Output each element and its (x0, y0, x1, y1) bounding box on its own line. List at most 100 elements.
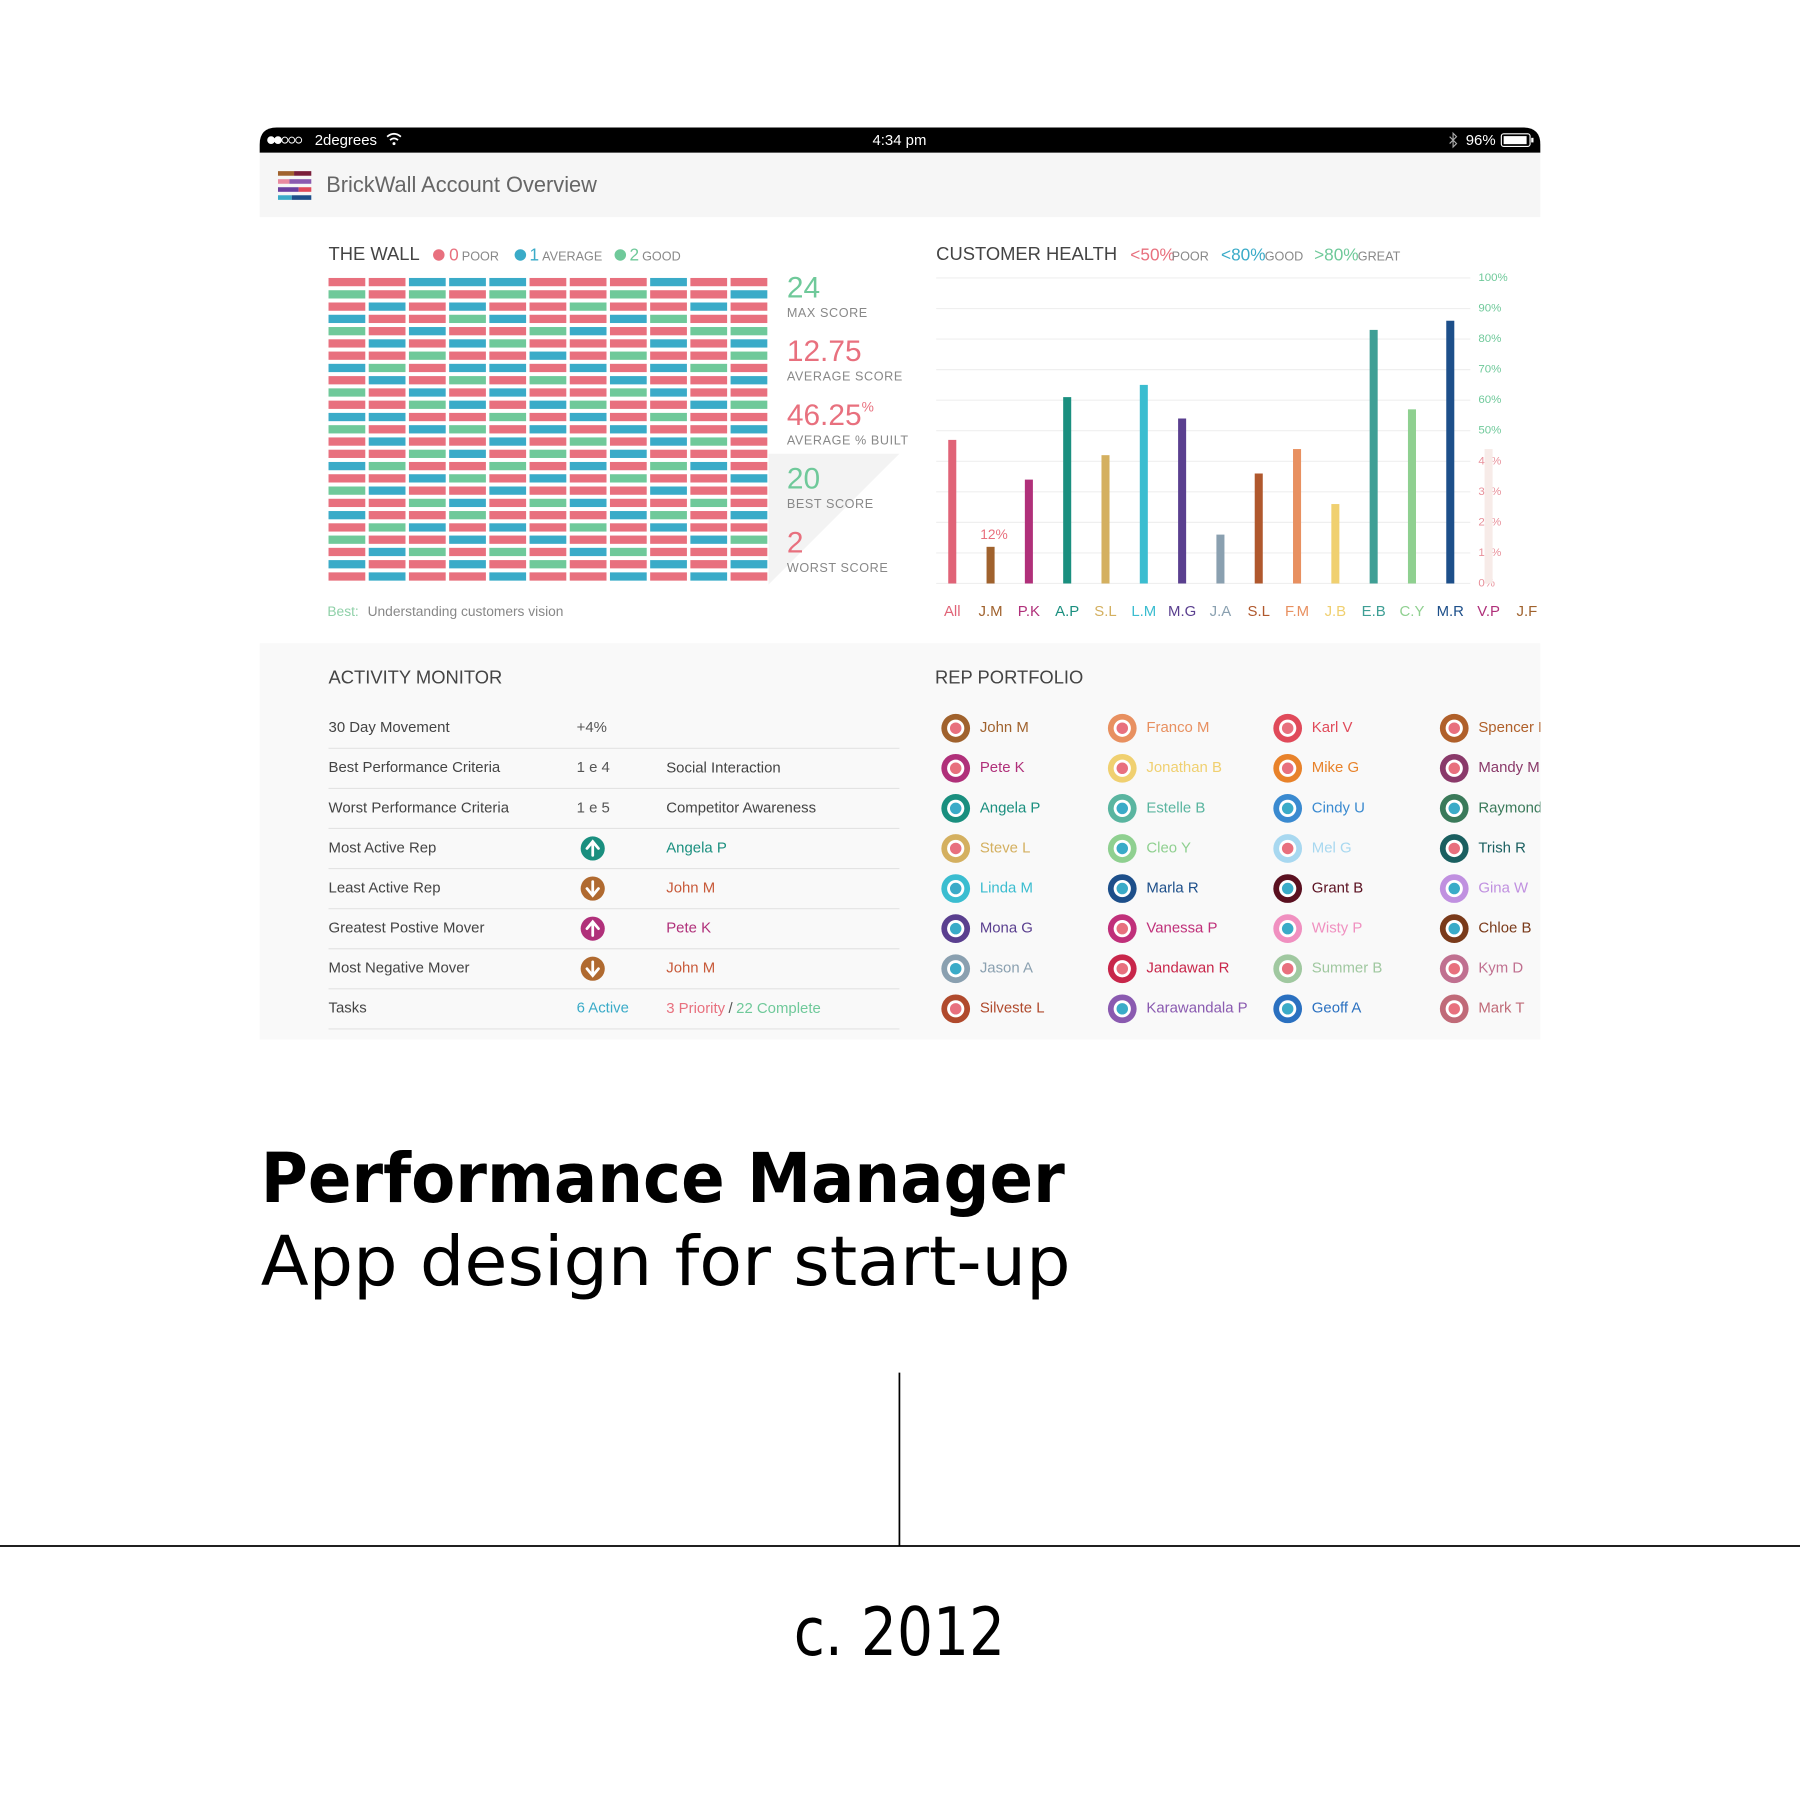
brick (650, 277, 687, 287)
brick (489, 486, 527, 495)
rep-status-dot (1116, 842, 1129, 855)
brick (609, 511, 647, 520)
brick (408, 388, 446, 397)
brick (328, 560, 366, 569)
brick (730, 461, 768, 471)
brick (368, 461, 406, 471)
x-tick-label: E.B (1362, 603, 1386, 620)
brick (690, 302, 728, 311)
row-detail: Social Interaction (666, 759, 780, 776)
brick (730, 363, 768, 373)
detail-text: Competitor Awareness (666, 799, 816, 816)
brick (449, 498, 486, 508)
trend-arrow (585, 839, 600, 857)
rep-name: Gina W (1478, 879, 1529, 896)
brick (730, 498, 768, 508)
brick (489, 363, 527, 373)
brick (650, 425, 687, 434)
rep-name: Geoff A (1312, 1000, 1362, 1017)
brick (730, 523, 768, 532)
rep-status-dot (1448, 1003, 1460, 1015)
brick (368, 277, 406, 287)
legend-label: POOR (1172, 250, 1209, 264)
battery-level: 96% (1466, 132, 1496, 149)
brick (730, 560, 768, 569)
brick (368, 425, 406, 434)
y-tick-label: 100% (1478, 272, 1507, 284)
brick (609, 302, 647, 311)
brick (569, 388, 607, 397)
bar (1063, 397, 1072, 584)
rep-name: Mike G (1312, 759, 1359, 776)
brick (328, 351, 366, 360)
brick (529, 449, 567, 458)
brick (328, 314, 366, 324)
brick (449, 523, 486, 532)
brick (609, 474, 647, 483)
brick (569, 351, 607, 360)
x-tick-label: C.Y (1400, 603, 1425, 620)
brick (368, 327, 406, 336)
detail-text: John M (666, 960, 715, 977)
device-screen: 2degrees 4:34 pm 96% BrickWall Account O… (259, 127, 1540, 1040)
brick (449, 449, 486, 458)
y-tick-label: 50% (1478, 425, 1501, 437)
row-label: Tasks (329, 1000, 367, 1017)
rep-name: Angela P (980, 799, 1041, 816)
stat-number: 12.75 (787, 335, 862, 368)
brick (328, 400, 366, 409)
brick (408, 290, 446, 299)
brick (690, 400, 728, 409)
stat-number: 2 (787, 526, 804, 559)
brick (328, 412, 366, 422)
rep-status-dot (949, 762, 962, 775)
brick (368, 449, 406, 458)
row-label: Worst Performance Criteria (329, 799, 510, 816)
trend-arrow (585, 919, 600, 937)
brick (368, 486, 406, 495)
brick (408, 314, 446, 324)
brick (690, 535, 728, 544)
stat-label: BEST SCORE (787, 497, 874, 511)
trend-arrow (585, 880, 600, 898)
brick (408, 425, 446, 434)
rep-name: Cleo Y (1146, 839, 1191, 856)
brick (529, 412, 567, 422)
row-detail: 3 Priority/22 Complete (666, 1000, 821, 1017)
brick (690, 486, 728, 495)
bar (1254, 473, 1263, 584)
brick (529, 302, 567, 311)
brick (730, 339, 768, 348)
legend-label: AVERAGE (542, 250, 602, 264)
stat-number: 46.25 (787, 399, 862, 432)
brick (368, 474, 406, 483)
brick (609, 535, 647, 544)
brick (730, 449, 768, 458)
brick (609, 486, 647, 495)
brick (368, 523, 406, 532)
brick (569, 425, 607, 434)
brick (449, 314, 486, 324)
brick (569, 363, 607, 373)
row-value: 6 Active (577, 1000, 629, 1017)
brick (489, 523, 527, 532)
brick (569, 572, 607, 581)
brick (529, 388, 567, 397)
brick (650, 351, 687, 360)
rep-name: Jason A (980, 960, 1033, 977)
rep-name: Silveste L (980, 1000, 1045, 1017)
brick (609, 412, 647, 422)
brick (650, 461, 687, 471)
brick (489, 425, 527, 434)
brick (328, 486, 366, 495)
rep-name: Cindy U (1312, 799, 1365, 816)
carrier: 2degrees (315, 132, 377, 149)
stat-unit: % (862, 399, 874, 414)
brick (408, 351, 446, 360)
best-label: Best: (327, 604, 358, 619)
brick (408, 327, 446, 336)
brick (569, 461, 607, 471)
brick (609, 498, 647, 508)
x-tick-label: S.L (1094, 603, 1116, 620)
